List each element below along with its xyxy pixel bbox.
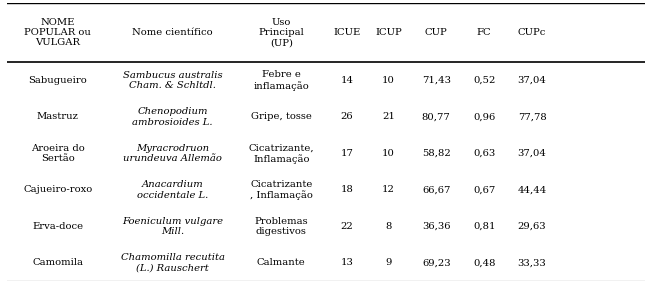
Text: Aroeira do
Sertão: Aroeira do Sertão bbox=[31, 144, 85, 163]
Text: 9: 9 bbox=[385, 258, 391, 268]
Text: Chamomilla recutita
(L.) Rauschert: Chamomilla recutita (L.) Rauschert bbox=[121, 253, 225, 273]
Text: 44,44: 44,44 bbox=[518, 185, 546, 195]
Text: Sabugueiro: Sabugueiro bbox=[28, 76, 87, 85]
Text: Sambucus australis
Cham. & Schltdl.: Sambucus australis Cham. & Schltdl. bbox=[123, 71, 222, 90]
Text: Nome científico: Nome científico bbox=[132, 28, 213, 37]
Text: Mastruz: Mastruz bbox=[37, 112, 79, 122]
Text: 18: 18 bbox=[340, 185, 353, 195]
Text: NOME
POPULAR ou
VULGAR: NOME POPULAR ou VULGAR bbox=[24, 18, 91, 47]
Text: FC: FC bbox=[477, 28, 492, 37]
Text: Cajueiro-roxo: Cajueiro-roxo bbox=[23, 185, 93, 195]
Text: 14: 14 bbox=[340, 76, 353, 85]
Text: Cicatrizante
, Inflamação: Cicatrizante , Inflamação bbox=[250, 180, 313, 200]
Text: 0,81: 0,81 bbox=[473, 222, 496, 231]
Text: 22: 22 bbox=[340, 222, 353, 231]
Text: 37,04: 37,04 bbox=[518, 149, 546, 158]
Text: 21: 21 bbox=[382, 112, 394, 122]
Text: 36,36: 36,36 bbox=[422, 222, 451, 231]
Text: 26: 26 bbox=[340, 112, 353, 122]
Text: ICUP: ICUP bbox=[375, 28, 402, 37]
Text: Cicatrizante,
Inflamação: Cicatrizante, Inflamação bbox=[248, 143, 314, 164]
Text: 80,77: 80,77 bbox=[422, 112, 451, 122]
Text: 33,33: 33,33 bbox=[518, 258, 546, 268]
Text: Gripe, tosse: Gripe, tosse bbox=[251, 112, 312, 122]
Text: 12: 12 bbox=[382, 185, 394, 195]
Text: 71,43: 71,43 bbox=[422, 76, 451, 85]
Text: 10: 10 bbox=[382, 149, 394, 158]
Text: Calmante: Calmante bbox=[257, 258, 306, 268]
Text: Camomila: Camomila bbox=[32, 258, 83, 268]
Text: 0,67: 0,67 bbox=[473, 185, 496, 195]
Text: 58,82: 58,82 bbox=[422, 149, 451, 158]
Text: CUP: CUP bbox=[425, 28, 447, 37]
Text: 0,48: 0,48 bbox=[473, 258, 496, 268]
Text: Myracrodruon
urundeuva Allemão: Myracrodruon urundeuva Allemão bbox=[123, 144, 222, 163]
Text: Problemas
digestivos: Problemas digestivos bbox=[254, 217, 308, 236]
Text: 0,96: 0,96 bbox=[473, 112, 496, 122]
Text: ICUE: ICUE bbox=[333, 28, 361, 37]
Text: Uso
Principal
(UP): Uso Principal (UP) bbox=[258, 18, 304, 47]
Text: 13: 13 bbox=[340, 258, 353, 268]
Text: CUPc: CUPc bbox=[518, 28, 546, 37]
Text: Erva-doce: Erva-doce bbox=[32, 222, 83, 231]
Text: 66,67: 66,67 bbox=[422, 185, 451, 195]
Text: 0,52: 0,52 bbox=[473, 76, 496, 85]
Text: Foeniculum vulgare
Mill.: Foeniculum vulgare Mill. bbox=[122, 217, 223, 236]
Text: Febre e
inflamação: Febre e inflamação bbox=[254, 70, 309, 91]
Text: Chenopodium
ambrosioides L.: Chenopodium ambrosioides L. bbox=[132, 107, 213, 127]
Text: 10: 10 bbox=[382, 76, 394, 85]
Text: 77,78: 77,78 bbox=[518, 112, 546, 122]
Text: Anacardium
occidentale L.: Anacardium occidentale L. bbox=[137, 180, 208, 200]
Text: 69,23: 69,23 bbox=[422, 258, 451, 268]
Text: 37,04: 37,04 bbox=[518, 76, 546, 85]
Text: 0,63: 0,63 bbox=[473, 149, 496, 158]
Text: 29,63: 29,63 bbox=[518, 222, 546, 231]
Text: 17: 17 bbox=[340, 149, 353, 158]
Text: 8: 8 bbox=[385, 222, 391, 231]
